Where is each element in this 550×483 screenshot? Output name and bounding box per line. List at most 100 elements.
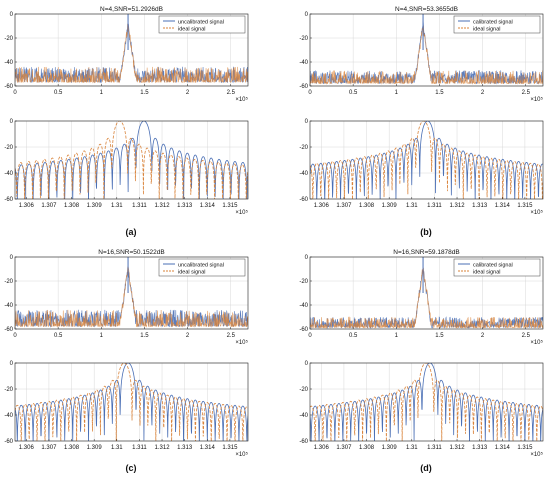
plot-area — [15, 363, 248, 441]
x-tick-label-4: 1.31 — [111, 445, 123, 451]
plot-title: N=4,SNR=51.2926dB — [100, 6, 163, 13]
y-tick-label-2: -40 — [4, 60, 13, 66]
x-exponent: ×10⁵ — [235, 96, 248, 103]
x-tick-label-5: 2.5 — [227, 333, 236, 339]
x-tick-label-3: 1.5 — [140, 90, 149, 96]
y-tick-label-3: -60 — [299, 197, 308, 203]
x-tick-label-0: 1.306 — [19, 203, 35, 209]
series-orange-line — [310, 363, 543, 441]
x-tick-label-7: 1.313 — [472, 445, 488, 451]
x-tick-label-6: 1.312 — [155, 203, 171, 209]
x-tick-label-2: 1.308 — [64, 445, 80, 451]
axes-frame — [309, 120, 544, 200]
series-orange-line — [310, 267, 543, 329]
x-tick-label-2: 1 — [100, 90, 104, 96]
x-tick-label-8: 1.314 — [495, 203, 511, 209]
x-tick-label-3: 1.309 — [87, 445, 103, 451]
x-tick-label-5: 1.311 — [427, 203, 442, 209]
y-tick-label-1: -20 — [299, 145, 308, 151]
legend-label-1: calibrated signal — [473, 20, 513, 26]
y-tick-label-0: 0 — [10, 255, 14, 261]
legend-label-2: ideal signal — [473, 270, 501, 276]
x-tick-label-9: 1.315 — [222, 445, 238, 451]
axes-frame — [14, 120, 249, 200]
x-tick-label-4: 2 — [481, 90, 485, 96]
x-tick-label-8: 1.314 — [495, 445, 511, 451]
y-tick-label-2: -40 — [4, 303, 13, 309]
y-tick-label-0: 0 — [305, 119, 309, 125]
caption-a: (a) — [126, 227, 137, 237]
legend-box — [158, 258, 246, 277]
axes-frame — [309, 13, 544, 87]
legend-label-2: ideal signal — [178, 270, 206, 276]
y-tick-label-0: 0 — [10, 361, 14, 367]
x-tick-label-3: 1.5 — [435, 90, 444, 96]
x-tick-label-4: 1.31 — [406, 445, 418, 451]
caption-c: (c) — [126, 463, 137, 473]
x-tick-label-5: 1.311 — [427, 445, 442, 451]
x-tick-label-4: 1.31 — [406, 203, 418, 209]
axes-frame — [14, 13, 249, 87]
legend-box — [158, 15, 246, 34]
x-tick-label-1: 1.307 — [41, 445, 57, 451]
plot-title: N=16,SNR=59.1878dB — [393, 249, 460, 256]
x-tick-label-1: 0.5 — [54, 333, 63, 339]
y-tick-label-3: -60 — [4, 197, 13, 203]
plot-area — [15, 121, 248, 199]
x-tick-label-4: 2 — [186, 333, 190, 339]
y-tick-label-1: -20 — [299, 36, 308, 42]
x-tick-label-3: 1.309 — [382, 445, 398, 451]
legend-label-1: uncalibrated signal — [178, 20, 224, 26]
x-tick-label-9: 1.315 — [222, 203, 238, 209]
y-tick-label-0: 0 — [305, 12, 309, 18]
y-tick-label-3: -60 — [299, 439, 308, 445]
x-tick-label-8: 1.314 — [200, 203, 216, 209]
y-tick-label-2: -40 — [4, 413, 13, 419]
x-tick-label-1: 1.307 — [336, 203, 352, 209]
legend-label-1: uncalibrated signal — [178, 263, 224, 269]
y-tick-label-0: 0 — [10, 119, 14, 125]
y-tick-label-2: -40 — [299, 303, 308, 309]
series-orange-line — [15, 23, 248, 84]
x-tick-label-2: 1.308 — [359, 203, 375, 209]
plot-b-bottom: 1.306 1.307 1.308 1.309 1.31 1.311 1.312 1.313 1… — [299, 119, 543, 216]
x-tick-label-2: 1 — [395, 333, 399, 339]
y-tick-label-1: -20 — [4, 387, 13, 393]
x-tick-label-3: 1.5 — [140, 333, 149, 339]
series-orange-line — [15, 363, 248, 441]
legend-label-2: ideal signal — [178, 27, 206, 33]
x-tick-label-0: 1.306 — [314, 203, 330, 209]
y-tick-label-2: -40 — [299, 60, 308, 66]
x-tick-label-9: 1.315 — [517, 445, 533, 451]
series-blue-line — [310, 268, 543, 329]
x-exponent: ×10⁵ — [530, 339, 543, 346]
x-tick-label-6: 1.312 — [450, 203, 466, 209]
x-tick-label-8: 1.314 — [200, 445, 216, 451]
x-tick-label-1: 0.5 — [349, 333, 358, 339]
plot-area — [310, 257, 543, 329]
x-tick-label-3: 1.309 — [87, 203, 103, 209]
x-tick-label-5: 2.5 — [522, 333, 531, 339]
x-exponent: ×10⁵ — [235, 209, 248, 216]
plot-title: N=4,SNR=53.3655dB — [395, 6, 458, 13]
series-orange-line — [310, 121, 543, 199]
x-tick-label-5: 1.311 — [132, 203, 147, 209]
x-tick-label-5: 2.5 — [522, 90, 531, 96]
x-tick-label-1: 0.5 — [349, 90, 358, 96]
x-tick-label-5: 1.311 — [132, 445, 147, 451]
x-tick-label-2: 1 — [100, 333, 104, 339]
axes-frame — [14, 362, 249, 442]
plot-area — [15, 257, 248, 328]
x-tick-label-2: 1.308 — [359, 445, 375, 451]
plot-area — [310, 14, 543, 85]
plot-d-bottom: 1.306 1.307 1.308 1.309 1.31 1.311 1.312 1.313 1… — [299, 361, 543, 458]
x-tick-label-0: 0 — [308, 333, 312, 339]
caption-d: (d) — [420, 463, 432, 473]
x-tick-label-7: 1.313 — [177, 445, 193, 451]
x-tick-label-2: 1.308 — [64, 203, 80, 209]
x-tick-label-2: 1 — [395, 90, 399, 96]
x-exponent: ×10⁵ — [235, 451, 248, 458]
